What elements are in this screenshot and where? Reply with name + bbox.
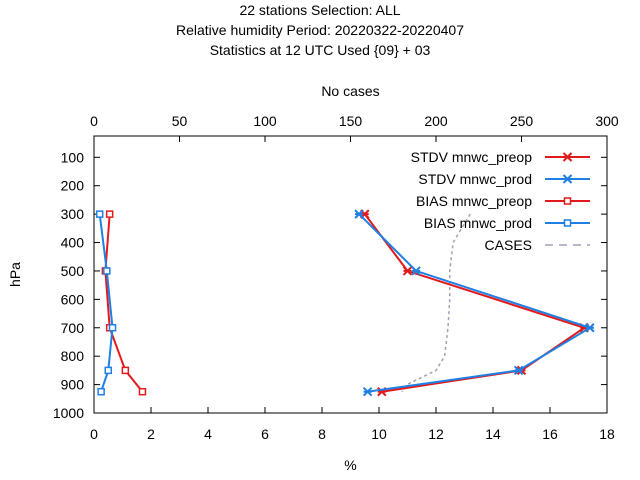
data-point: [97, 387, 105, 396]
y-tick-label: 900: [61, 377, 85, 393]
x2-tick-label: 250: [510, 113, 534, 129]
legend-label: STDV mnwc_preop: [411, 149, 533, 165]
legend-item: CASES: [485, 237, 590, 253]
legend-label: BIAS mnwc_preop: [416, 193, 532, 209]
y-tick-label: 1000: [53, 405, 84, 421]
series-cases: [401, 213, 471, 393]
data-point: [585, 323, 595, 333]
legend-item: BIAS mnwc_prod: [424, 215, 590, 231]
legend-label: STDV mnwc_prod: [418, 171, 532, 187]
axis-ticks: 0 2 4 6 8 10 12 14 16 18 0 50 100 150 200 250 300 100 200 3…: [53, 113, 619, 442]
data-point: [104, 366, 112, 375]
data-point: [411, 266, 421, 276]
x-tick-label: 6: [261, 426, 269, 442]
y-tick-label: 400: [61, 235, 85, 251]
series-line: [98, 213, 114, 393]
x-tick-label: 2: [147, 426, 155, 442]
x-tick-label: 10: [371, 426, 387, 442]
legend-item: STDV mnwc_preop: [411, 149, 590, 165]
x2-tick-label: 50: [172, 113, 188, 129]
data-point: [138, 387, 147, 396]
data-point: [103, 267, 111, 275]
x2-tick-label: 200: [424, 113, 448, 129]
x-tick-label: 18: [599, 426, 615, 442]
series-bias-mnwc_prod: [95, 210, 117, 396]
data-point: [513, 365, 524, 376]
y-tick-label: 300: [61, 206, 85, 222]
data-point: [362, 386, 373, 397]
chart-title-line-3: Statistics at 12 UTC Used {09} + 03: [209, 42, 431, 58]
series-stdv-mnwc_prod: [354, 209, 595, 397]
x-tick-label: 12: [428, 426, 444, 442]
y-tick-label: 500: [61, 263, 85, 279]
series-line: [401, 213, 471, 393]
x-axis-label: %: [344, 457, 356, 473]
x2-axis-label: No cases: [321, 83, 379, 99]
x2-tick-label: 300: [595, 113, 619, 129]
x2-tick-label: 100: [253, 113, 277, 129]
y-tick-label: 700: [61, 320, 85, 336]
data-point: [105, 210, 114, 218]
chart-title-line-2: Relative humidity Period: 20220322-20220…: [176, 22, 464, 38]
legend-item: BIAS mnwc_preop: [416, 193, 590, 209]
data-point: [108, 324, 117, 332]
x-tick-label: 4: [204, 426, 212, 442]
series-line: [358, 213, 593, 393]
series-stdv-mnwc_preop: [360, 209, 589, 397]
chart-title-line-1: 22 stations Selection: ALL: [239, 2, 401, 18]
legend-item: STDV mnwc_prod: [418, 171, 590, 187]
x-tick-label: 14: [485, 426, 501, 442]
legend-marker: [563, 219, 572, 227]
y-axis-label: hPa: [7, 262, 23, 287]
x-tick-label: 8: [318, 426, 326, 442]
data-point: [354, 209, 364, 219]
x-tick-label: 0: [90, 426, 98, 442]
x-tick-label: 16: [542, 426, 558, 442]
series-line: [364, 213, 587, 393]
legend-marker: [562, 152, 573, 162]
legend-label: CASES: [485, 237, 532, 253]
data-point: [121, 366, 130, 375]
y-tick-label: 200: [61, 178, 85, 194]
legend-marker: [562, 174, 573, 184]
legend-marker: [563, 197, 572, 205]
legend: STDV mnwc_preop STDV mnwc_prod BIAS mnwc_p…: [411, 149, 590, 253]
y-tick-label: 100: [61, 149, 85, 165]
y-tick-label: 800: [61, 348, 85, 364]
data-point: [95, 210, 104, 218]
series-layer: [95, 209, 595, 397]
x2-tick-label: 150: [339, 113, 363, 129]
data-point: [402, 266, 413, 276]
x2-tick-label: 0: [90, 113, 98, 129]
y-tick-label: 600: [61, 291, 85, 307]
legend-label: BIAS mnwc_prod: [424, 215, 532, 231]
